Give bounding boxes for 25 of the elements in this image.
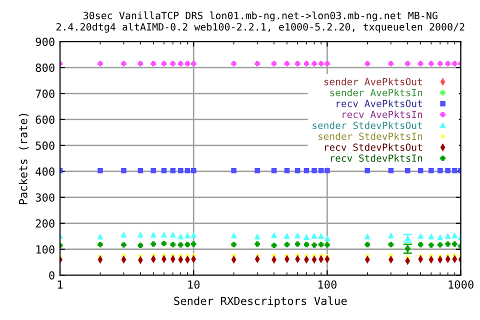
chart-title: 30sec VanillaTCP DRS lon01.mb-ng.net->lon03.mb-ng.net MB-NG 2.4.20dtg4 altAIMD-0.2 web100-2.2.1, e1000-5.2.20, txqueuelen 2000/2	[56, 12, 464, 33]
x-tick-label: 1	[58, 280, 63, 289]
legend-label: recv AvePktsOut	[336, 100, 422, 108]
y-tick-label: 700	[36, 90, 54, 98]
legend-label: recv AvePktsIn	[342, 110, 422, 118]
y-tick-label: 200	[36, 219, 54, 228]
y-tick-label: 800	[36, 64, 54, 72]
y-tick-label: 600	[36, 115, 54, 124]
legend-label: recv StdevPktsOut	[325, 143, 422, 151]
legend-label: sender StdevPktsOut	[312, 122, 422, 130]
x-tick-label: 10	[188, 280, 200, 289]
x-tick-label: 1000	[448, 280, 474, 289]
y-tick-label: 100	[36, 245, 54, 254]
y-tick-label: 0	[49, 271, 54, 280]
legend-label: recv StdevPktsIn	[330, 154, 422, 162]
x-axis-title: Sender RXDescriptors Value	[174, 296, 347, 308]
legend-label: sender AvePktsIn	[330, 88, 422, 96]
legend-label: sender StdevPktsIn	[318, 132, 422, 140]
y-tick-label: 400	[36, 167, 54, 176]
x-tick-label: 100	[318, 280, 337, 289]
y-tick-label: 300	[36, 193, 54, 202]
legend-label: sender AvePktsOut	[324, 78, 422, 86]
y-tick-label: 500	[36, 141, 54, 150]
y-axis-title: Packets (rate)	[18, 114, 29, 204]
y-tick-label: 900	[36, 38, 54, 46]
